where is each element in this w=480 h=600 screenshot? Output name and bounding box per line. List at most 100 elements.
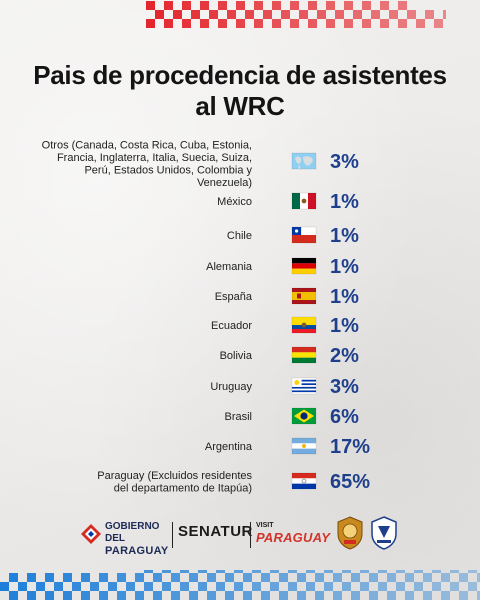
checker-square [432,582,441,591]
country-label: Argentina [205,441,253,453]
checker-square [351,591,360,600]
checker-square [423,591,432,600]
checker-square [252,582,261,591]
checker-square [81,591,90,600]
checker-square [441,573,450,582]
percentage-value: 1% [330,286,359,308]
checker-square [225,591,234,600]
checker-square [99,591,108,600]
visit-paraguay-logo: PARAGUAY [256,530,330,545]
percentage-value: 6% [330,406,359,428]
checker-square [189,573,198,582]
country-row: España 1% [215,286,359,308]
checker-square [297,591,306,600]
footer-divider [250,522,251,548]
checker-square [189,591,198,600]
checker-square [144,582,153,591]
checker-square [180,582,189,591]
checker-square [351,573,360,582]
checker-square [432,570,441,573]
checker-square [387,573,396,582]
checker-square [297,573,306,582]
checker-square [171,573,180,582]
germany-flag-icon [292,258,316,274]
country-row: México 1% [217,191,359,213]
country-row: Alemania 1% [206,256,359,278]
senatur-logo: SENATUR [178,523,253,540]
checker-square [270,570,279,573]
uruguay-flag-icon [292,378,316,394]
checker-square [468,570,477,573]
checker-square [333,573,342,582]
checker-square [117,591,126,600]
checker-square [108,582,117,591]
checker-square [441,591,450,600]
gobierno-del-paraguay-logo: GOBIERNO DEL PARAGUAY [80,520,172,550]
percentage-value: 65% [330,471,370,493]
checker-square [450,570,459,573]
checker-square [144,570,153,573]
checker-square [396,570,405,573]
mexico-flag-icon [292,193,316,209]
checker-square [369,591,378,600]
checker-square [261,591,270,600]
argentina-flag-icon [292,438,316,454]
percentage-value: 3% [330,151,359,173]
checker-square [216,570,225,573]
checker-square [360,570,369,573]
country-label: España [215,291,253,303]
spain-flag-icon [292,288,316,304]
checker-square [162,570,171,573]
checker-square [342,582,351,591]
checkered-flag-bottom-decoration [0,570,480,600]
checker-square [414,582,423,591]
checker-square [207,591,216,600]
checker-square [81,573,90,582]
country-label: Paraguay (Excluidos residentes [97,470,252,482]
checker-square [414,570,423,573]
automovil-club-badge-icon [336,516,364,550]
checker-square [171,591,180,600]
checker-square [333,591,342,600]
country-label: del departamento de Itapúa) [114,482,252,494]
checker-square [252,570,261,573]
checker-square [135,573,144,582]
checker-square [198,582,207,591]
checker-square [162,582,171,591]
country-row: Ecuador 1% [211,315,359,337]
checker-square [243,591,252,600]
checker-square [324,570,333,573]
checker-square [279,573,288,582]
checker-square [243,573,252,582]
checker-square [306,582,315,591]
percentage-value: 1% [330,191,359,213]
country-label: Perú, Estados Unidos, Colombia y [84,164,252,176]
checker-square [9,573,18,582]
country-row: Argentina 17% [205,436,370,458]
bolivia-flag-icon [292,347,316,363]
paraguay-flag-icon [292,473,316,489]
checker-square [63,591,72,600]
checker-square [396,582,405,591]
rally-federation-badge-icon [370,516,398,550]
checker-square [450,582,459,591]
country-label: Bolivia [220,350,253,362]
checker-square [180,570,189,573]
country-label: Brasil [224,411,252,423]
percentage-value: 3% [330,376,359,398]
checker-square [90,582,99,591]
percentage-value: 1% [330,256,359,278]
brazil-flag-icon [292,408,316,424]
checker-square [270,582,279,591]
country-row: Chile 1% [227,225,359,247]
checker-square [0,582,9,591]
country-percentage-chart: Otros (Canada, Costa Rica, Cuba, Estonia… [0,0,480,510]
percentage-value: 2% [330,345,359,367]
country-label: Alemania [206,261,253,273]
checker-square [459,573,468,582]
country-row: Uruguay 3% [210,376,359,398]
checker-square [324,582,333,591]
checker-square [18,582,27,591]
checker-square [135,591,144,600]
checker-square [153,591,162,600]
